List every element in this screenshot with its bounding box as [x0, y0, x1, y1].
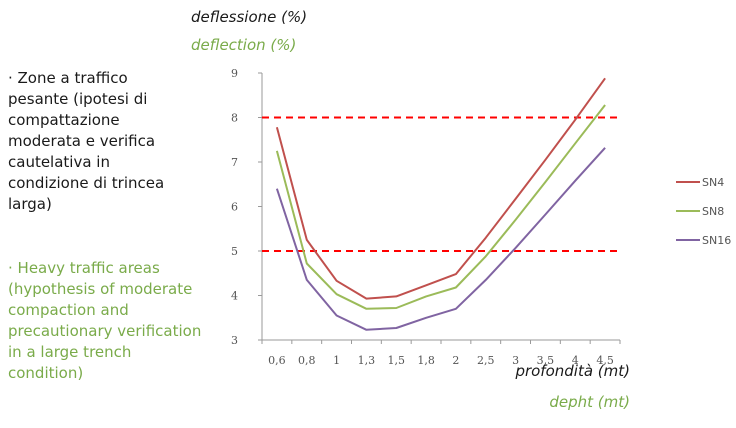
x-tick-label: 1,8 — [417, 354, 435, 367]
x-tick-label: 0,8 — [298, 354, 316, 367]
x-tick-label: 4 — [572, 354, 579, 367]
y-tick-label: 8 — [231, 112, 238, 125]
description-italian: · Zone a traffico pesante (ipotesi di co… — [8, 69, 165, 213]
x-axis-title-english: depht (mt) — [549, 393, 630, 411]
x-tick-label: 3 — [512, 354, 519, 367]
x-tick-label: 3,5 — [537, 354, 555, 367]
y-tick-label: 4 — [231, 290, 238, 303]
y-tick-label: 3 — [231, 334, 238, 347]
y-tick-label: 7 — [231, 156, 238, 169]
x-tick-label: 1 — [333, 354, 340, 367]
x-axis-title: profondità (mt) — [515, 362, 630, 380]
y-tick-label: 6 — [231, 201, 238, 214]
chart-axes: 3 4 5 6 7 8 9 0,6 0,8 1 1,3 1,5 1,8 2 2,5 3 3,5 4 4,5 — [231, 67, 621, 367]
legend-label: SN16 — [702, 234, 731, 247]
reference-lines — [262, 116, 620, 252]
x-tick-label: 1,3 — [358, 354, 376, 367]
series-line-sn4 — [275, 77, 606, 300]
x-tick-label: 1,5 — [388, 354, 406, 367]
x-tick-label: 2 — [452, 354, 459, 367]
y-axis-title-english: deflection (%) — [191, 36, 297, 54]
x-tick-label: 0,6 — [268, 354, 286, 367]
legend-label: SN8 — [702, 205, 724, 218]
series-line-sn16 — [275, 147, 606, 331]
x-tick-label: 4,5 — [596, 354, 614, 367]
y-tick-label: 5 — [231, 245, 238, 258]
chart-legend: SN4 SN8 SN16 — [676, 176, 731, 247]
series-line-sn8 — [275, 104, 606, 310]
y-axis-title: deflessione (%) — [191, 8, 308, 26]
legend-label: SN4 — [702, 176, 724, 189]
y-tick-label: 9 — [231, 67, 238, 80]
x-tick-label: 2,5 — [477, 354, 495, 367]
description-english: · Heavy traffic areas (hypothesis of mod… — [8, 259, 202, 382]
series-lines — [275, 77, 606, 331]
